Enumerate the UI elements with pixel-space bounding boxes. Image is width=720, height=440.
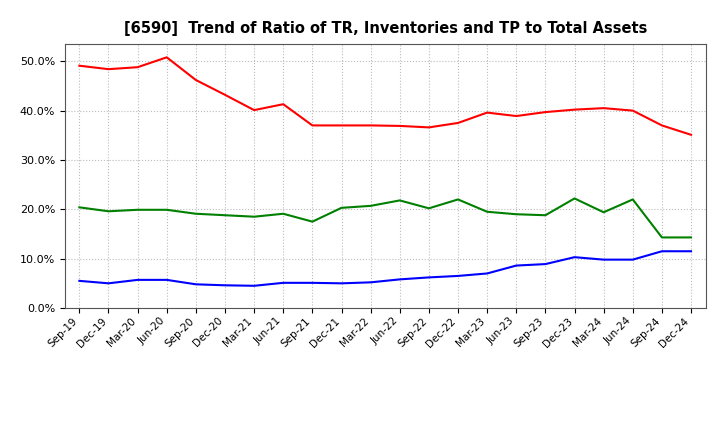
Trade Receivables [192,77,200,83]
Inventories [366,280,375,285]
Trade Receivables [541,110,550,115]
Trade Payables [308,219,317,224]
Inventories [512,263,521,268]
Trade Receivables [133,65,142,70]
Inventories [75,278,84,283]
Trade Payables [75,205,84,210]
Trade Receivables [512,114,521,119]
Trade Receivables [308,123,317,128]
Inventories [308,280,317,286]
Trade Payables [687,235,696,240]
Trade Receivables [425,125,433,130]
Inventories [395,277,404,282]
Inventories [279,280,287,286]
Inventories [192,282,200,287]
Trade Payables [454,197,462,202]
Trade Payables [192,211,200,216]
Trade Payables [220,213,229,218]
Inventories [104,281,113,286]
Trade Receivables [454,120,462,125]
Trade Receivables [599,106,608,111]
Inventories [657,249,666,254]
Trade Payables [425,205,433,211]
Title: [6590]  Trend of Ratio of TR, Inventories and TP to Total Assets: [6590] Trend of Ratio of TR, Inventories… [124,21,647,36]
Trade Payables [541,213,550,218]
Trade Payables [250,214,258,220]
Inventories [337,281,346,286]
Trade Payables [163,207,171,213]
Trade Payables [570,196,579,201]
Trade Receivables [104,66,113,72]
Inventories [570,254,579,260]
Trade Receivables [220,92,229,98]
Inventories [250,283,258,289]
Trade Payables [366,203,375,209]
Inventories [483,271,492,276]
Trade Payables [657,235,666,240]
Trade Payables [279,211,287,216]
Trade Receivables [570,107,579,112]
Trade Payables [629,197,637,202]
Trade Payables [395,198,404,203]
Trade Receivables [366,123,375,128]
Trade Payables [512,212,521,217]
Inventories [629,257,637,262]
Trade Receivables [629,108,637,113]
Trade Receivables [279,102,287,107]
Inventories [454,273,462,279]
Inventories [133,277,142,282]
Inventories [425,275,433,280]
Trade Receivables [483,110,492,115]
Trade Receivables [657,123,666,128]
Inventories [599,257,608,262]
Trade Receivables [163,55,171,60]
Inventories [687,249,696,254]
Trade Receivables [337,123,346,128]
Inventories [163,277,171,282]
Trade Receivables [687,132,696,137]
Line: Trade Payables: Trade Payables [79,198,691,238]
Trade Payables [133,207,142,213]
Inventories [220,282,229,288]
Line: Trade Receivables: Trade Receivables [79,57,691,135]
Trade Receivables [395,123,404,128]
Inventories [541,261,550,267]
Trade Payables [483,209,492,214]
Trade Receivables [75,63,84,68]
Trade Payables [337,205,346,210]
Line: Inventories: Inventories [79,251,691,286]
Trade Receivables [250,107,258,113]
Trade Payables [599,209,608,215]
Trade Payables [104,209,113,214]
